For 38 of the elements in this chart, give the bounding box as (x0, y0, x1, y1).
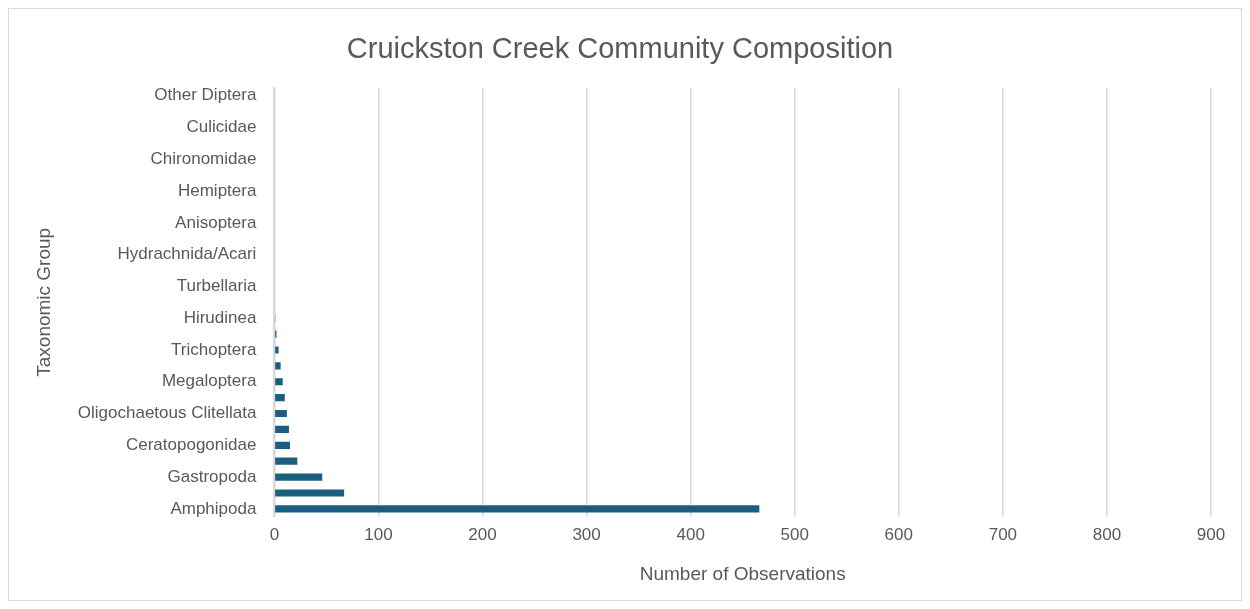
y-tick-label: Ceratopogonidae (125, 434, 257, 454)
bar (275, 409, 287, 418)
y-tick-label: Megaloptera (161, 371, 257, 391)
y-tick-label: Anisoptera (175, 212, 257, 232)
x-tick-label: 100 (364, 524, 393, 544)
bar (275, 362, 281, 370)
y-tick-label: Oligochaetous Clitellata (77, 403, 257, 423)
x-tick-label: 200 (468, 524, 497, 544)
y-tick-label: Other Diptera (154, 85, 257, 105)
bar (275, 425, 289, 433)
bar (275, 441, 291, 449)
bar (275, 346, 279, 354)
y-axis-title: Taxonomic Group (32, 227, 54, 377)
x-tick-label: 500 (780, 524, 809, 544)
y-tick-label: Hydrachnida/Acari (117, 244, 257, 264)
x-tick-label: 600 (884, 524, 913, 544)
x-axis-title: Number of Observations (639, 562, 846, 584)
x-tick-label: 700 (988, 524, 1018, 544)
bar (275, 378, 283, 386)
x-tick-label: 900 (1196, 524, 1226, 544)
bar (275, 457, 298, 465)
x-tick-label: 0 (269, 524, 280, 544)
bar (275, 473, 323, 481)
x-tick-label: 800 (1092, 524, 1122, 544)
x-tick-label: 400 (676, 524, 705, 544)
y-tick-label: Culicidae (186, 117, 257, 137)
bar (275, 489, 345, 497)
chart-title: Cruickston Creek Community Composition (346, 32, 894, 65)
y-tick-label: Gastropoda (167, 466, 257, 486)
bar (275, 394, 285, 402)
y-tick-label: Turbellaria (176, 276, 257, 296)
y-tick-label: Hemiptera (177, 180, 257, 200)
y-tick-label: Hirudinea (183, 307, 257, 327)
y-tick-label: Trichoptera (171, 339, 257, 359)
y-tick-label: Amphipoda (170, 498, 257, 518)
y-tick-label: Chironomidae (150, 148, 257, 168)
x-tick-label: 300 (572, 524, 601, 544)
bar (275, 505, 760, 513)
